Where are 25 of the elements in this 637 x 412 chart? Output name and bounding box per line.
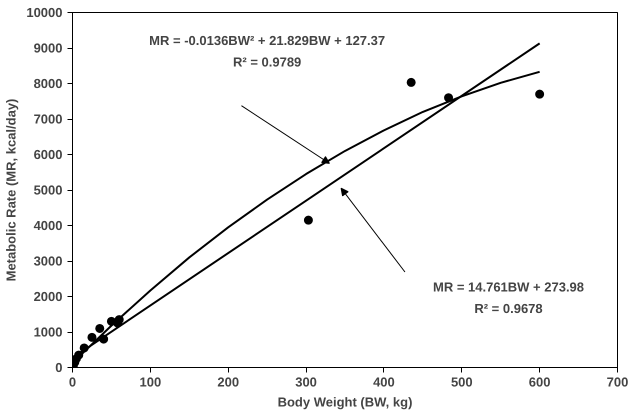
y-axis-title: Metabolic Rate (MR, kcal/day) <box>3 98 18 282</box>
x-tick-label: 100 <box>140 374 162 390</box>
x-tick-label: 600 <box>528 374 550 390</box>
x-axis-title: Body Weight (BW, kg) <box>278 394 412 410</box>
y-tick-label: 8000 <box>34 76 62 91</box>
x-tick-label: 300 <box>295 374 317 390</box>
y-tick-label: 1000 <box>34 324 62 340</box>
annotation: R² = 0.9678 <box>474 301 543 316</box>
annotation: MR = -0.0136BW² + 21.829BW + 127.37 <box>149 33 386 48</box>
y-tick-label: 10000 <box>26 5 63 20</box>
y-tick-label: 7000 <box>34 112 62 126</box>
annotation: MR = 14.761BW + 273.98 <box>432 280 584 295</box>
x-tick-label: 0 <box>68 374 76 390</box>
y-tick-label: 6000 <box>34 147 62 162</box>
y-tick-label: 0 <box>55 360 63 375</box>
y-tick-label: 5000 <box>34 182 62 198</box>
y-tick-label: 4000 <box>34 218 62 233</box>
x-tick-label: 700 <box>606 374 628 390</box>
y-tick-label: 2000 <box>34 289 62 304</box>
x-tick-label: 400 <box>373 374 395 390</box>
annotation: R² = 0.9789 <box>232 54 302 70</box>
y-tick-label: 9000 <box>34 40 62 56</box>
x-tick-label: 200 <box>217 374 240 390</box>
y-tick-label: 3000 <box>34 254 62 268</box>
x-tick-label: 500 <box>450 374 473 390</box>
